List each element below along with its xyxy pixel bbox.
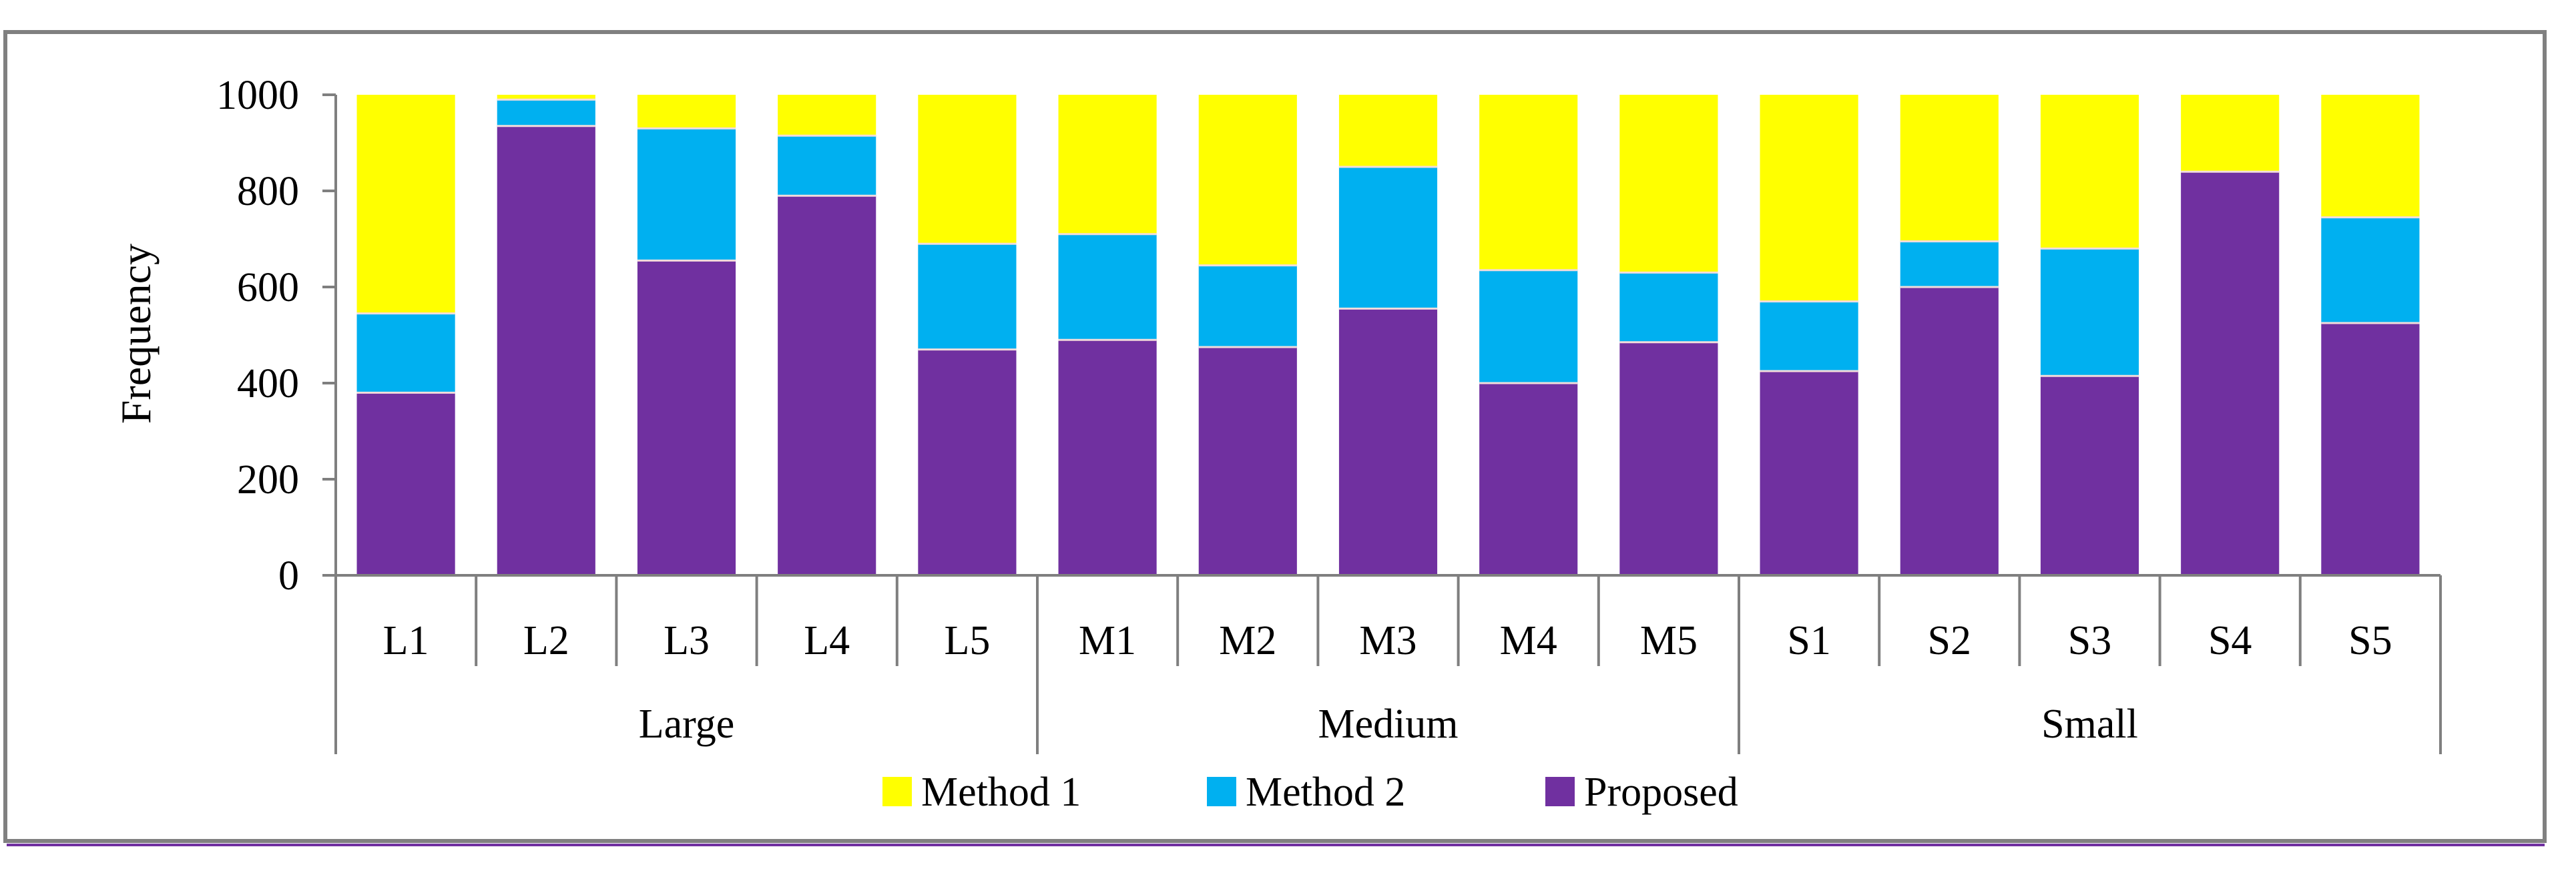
bar-segment-method-1-l5 bbox=[918, 95, 1017, 244]
bar-segment-method-1-m1 bbox=[1058, 95, 1157, 234]
bar-segment-method-1-m5 bbox=[1619, 95, 1718, 273]
bar-segment-proposed-l3 bbox=[637, 260, 736, 575]
x-tick-label-s2: S2 bbox=[1928, 618, 1971, 663]
x-tick-label-l5: L5 bbox=[944, 618, 990, 663]
bar-segment-method-1-l1 bbox=[356, 95, 455, 314]
bar-segment-method-2-l4 bbox=[778, 135, 876, 196]
x-tick-label-l4: L4 bbox=[804, 618, 850, 663]
y-tick-label: 800 bbox=[237, 169, 299, 214]
bar-segment-proposed-m3 bbox=[1338, 308, 1438, 575]
y-tick-label: 0 bbox=[278, 553, 299, 599]
bar-segment-method-1-s2 bbox=[1900, 95, 1999, 242]
legend-label-proposed: Proposed bbox=[1584, 770, 1738, 815]
bar-segment-proposed-m5 bbox=[1619, 342, 1718, 575]
x-tick-label-s4: S4 bbox=[2208, 618, 2252, 663]
x-tick-label-m2: M2 bbox=[1219, 618, 1276, 663]
legend-label-method-2: Method 2 bbox=[1246, 770, 1405, 815]
bar-segment-method-2-l3 bbox=[637, 128, 736, 261]
bar-segment-method-2-l1 bbox=[356, 313, 455, 393]
y-tick-label: 200 bbox=[237, 457, 299, 503]
legend-swatch-method-2 bbox=[1207, 777, 1236, 806]
y-tick-label: 1000 bbox=[216, 73, 299, 118]
y-tick-label: 600 bbox=[237, 265, 299, 310]
legend-label-method-1: Method 1 bbox=[921, 770, 1081, 815]
y-axis-title: Frequency bbox=[112, 244, 160, 424]
bar-segment-method-1-m4 bbox=[1479, 95, 1578, 270]
bar-segment-method-1-l4 bbox=[778, 95, 876, 136]
bar-segment-proposed-s2 bbox=[1900, 287, 1999, 575]
bar-segment-method-1-l2 bbox=[497, 95, 595, 100]
bar-segment-proposed-s1 bbox=[1760, 371, 1858, 575]
x-tick-label-m3: M3 bbox=[1359, 618, 1416, 663]
bar-segment-method-1-s3 bbox=[2040, 95, 2139, 249]
bar-segment-method-2-l5 bbox=[918, 244, 1017, 350]
x-tick-label-l1: L1 bbox=[383, 618, 429, 663]
bar-segment-proposed-l1 bbox=[356, 392, 455, 575]
group-label-small: Small bbox=[2041, 701, 2138, 747]
bar-segment-method-2-m2 bbox=[1198, 265, 1297, 347]
x-tick-label-l3: L3 bbox=[664, 618, 710, 663]
bar-segment-proposed-s3 bbox=[2040, 376, 2139, 575]
legend-swatch-proposed bbox=[1545, 777, 1575, 806]
bar-segment-method-2-s3 bbox=[2040, 248, 2139, 376]
x-tick-label-s3: S3 bbox=[2068, 618, 2111, 663]
bar-segment-method-2-m5 bbox=[1619, 272, 1718, 342]
bar-segment-method-1-s1 bbox=[1760, 95, 1858, 302]
legend: Method 1 Method 2 Proposed bbox=[882, 770, 1738, 815]
bar-segment-method-2-m4 bbox=[1479, 270, 1578, 383]
bar-segment-proposed-m1 bbox=[1058, 340, 1157, 575]
bar-segment-method-1-l3 bbox=[637, 95, 736, 129]
bar-segment-method-1-s5 bbox=[2321, 95, 2420, 218]
bar-segment-method-1-s4 bbox=[2181, 95, 2280, 172]
x-tick-label-m5: M5 bbox=[1640, 618, 1698, 663]
group-label-large: Large bbox=[639, 701, 734, 747]
x-tick-label-l2: L2 bbox=[523, 618, 569, 663]
y-tick-label: 400 bbox=[237, 361, 299, 406]
bar-segment-proposed-l5 bbox=[918, 349, 1017, 575]
bar-segment-method-1-m3 bbox=[1338, 95, 1438, 167]
bar-segment-proposed-l4 bbox=[778, 196, 876, 575]
bar-segment-method-2-s2 bbox=[1900, 241, 1999, 287]
plot-area: 0 200 400 600 800 1000 L1 L2 L3 L4 L5 M1 M2 M3 M4 M5 S1 S… bbox=[216, 73, 2442, 754]
bar-segment-method-2-m1 bbox=[1058, 234, 1157, 340]
bar-segment-proposed-l2 bbox=[497, 125, 595, 576]
bar-segment-proposed-m4 bbox=[1479, 383, 1578, 575]
bar-segment-proposed-s4 bbox=[2181, 172, 2280, 575]
bar-segment-proposed-s5 bbox=[2321, 323, 2420, 575]
bar-segment-method-2-l2 bbox=[497, 99, 595, 126]
x-tick-label-m4: M4 bbox=[1500, 618, 1557, 663]
x-tick-label-m1: M1 bbox=[1079, 618, 1136, 663]
bar-segment-method-1-m2 bbox=[1198, 95, 1297, 266]
bar-segment-proposed-m2 bbox=[1198, 347, 1297, 575]
bar-segment-method-2-m3 bbox=[1338, 167, 1438, 309]
bar-segment-method-2-s1 bbox=[1760, 301, 1858, 371]
x-tick-label-s5: S5 bbox=[2348, 618, 2392, 663]
group-label-medium: Medium bbox=[1318, 701, 1458, 747]
legend-swatch-method-1 bbox=[882, 777, 912, 806]
x-tick-label-s1: S1 bbox=[1787, 618, 1830, 663]
bar-segment-method-2-s5 bbox=[2321, 217, 2420, 323]
